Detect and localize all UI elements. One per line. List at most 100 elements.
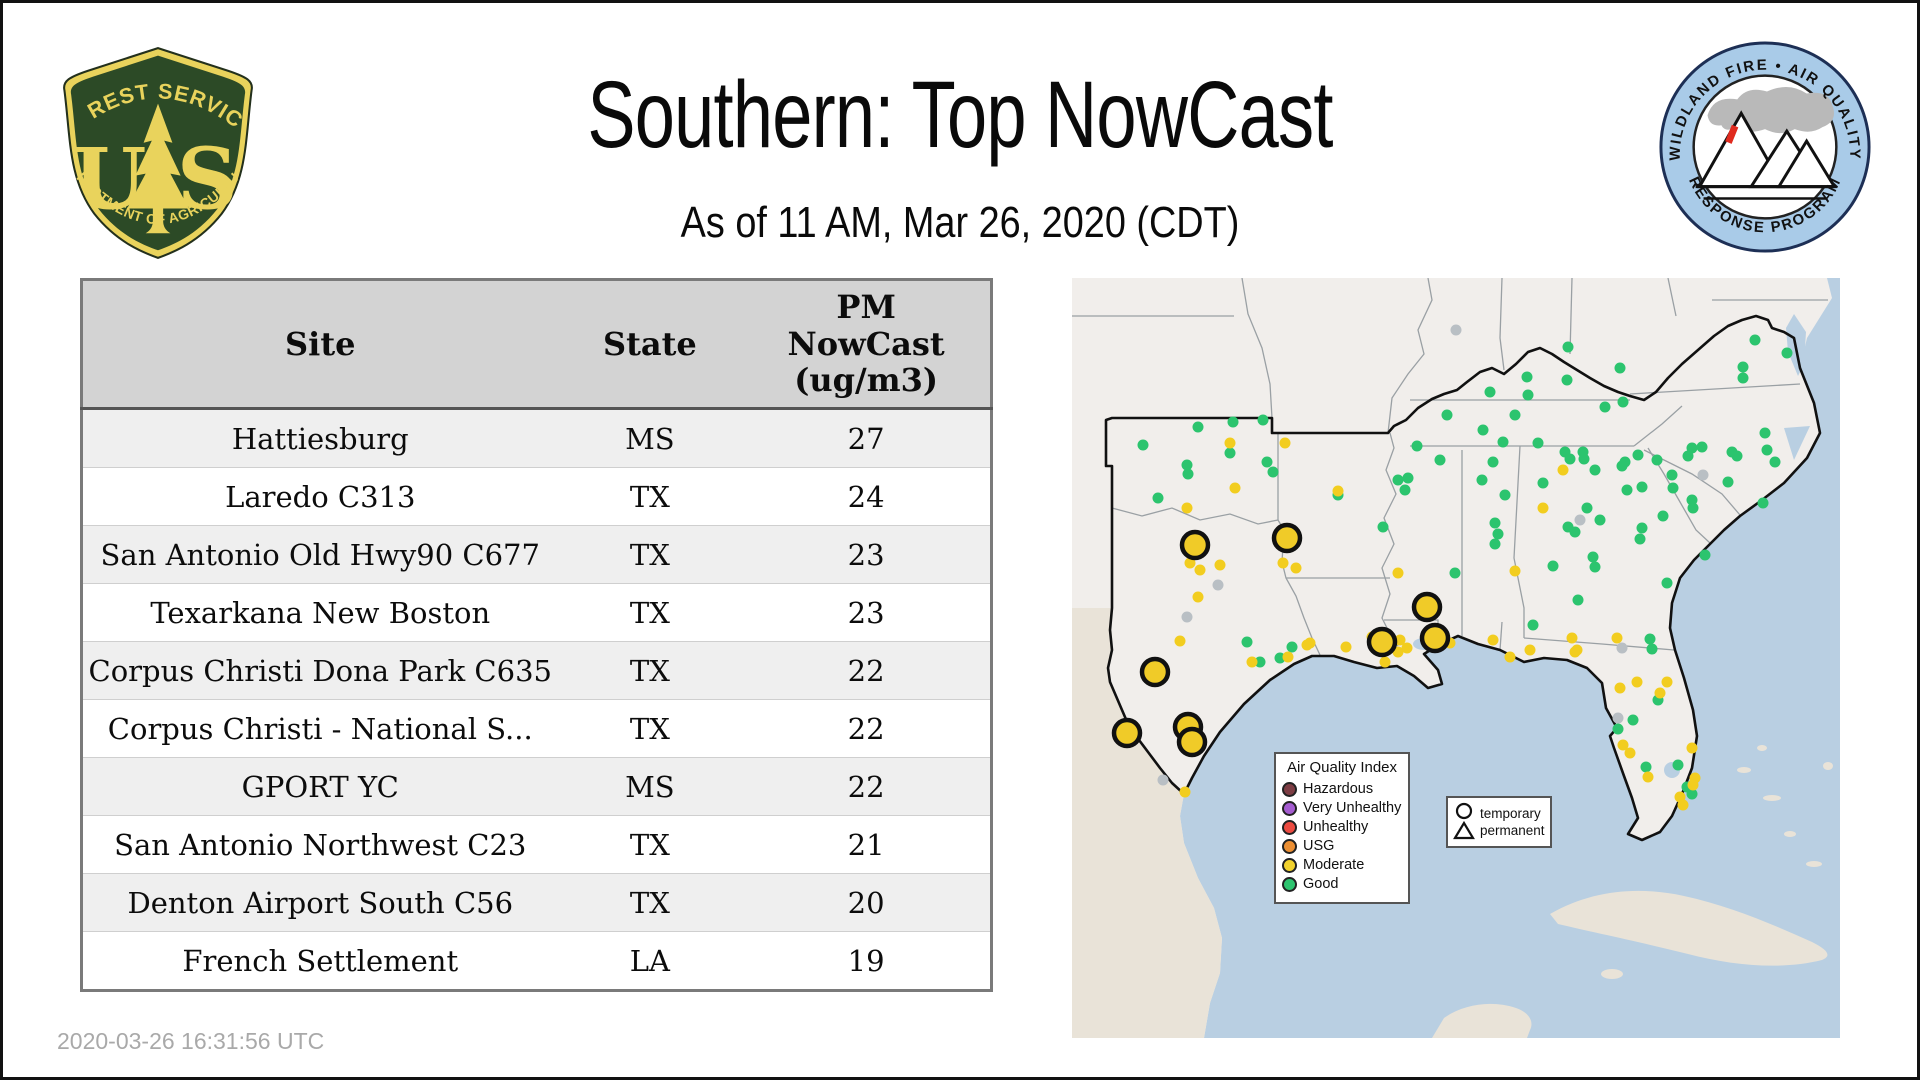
monitor-dot-good [1594, 514, 1606, 526]
value-cell: 22 [742, 757, 992, 816]
monitor-dot-good [1589, 561, 1601, 573]
column-header-state: State [557, 279, 743, 410]
monitor-dot-good [1561, 374, 1573, 386]
site-cell: Denton Airport South C56 [81, 873, 558, 932]
temporary-monitor-marker [1179, 529, 1211, 561]
monitor-dot-moderate [1224, 437, 1236, 449]
monitor-dot-good [1757, 497, 1769, 509]
monitor-dot-moderate [1687, 779, 1699, 791]
monitor-dot-good [1572, 594, 1584, 606]
monitor-dot-good [1587, 551, 1599, 563]
marker-type-legend: temporary permanent [1446, 796, 1552, 848]
monitor-dot-moderate [1181, 502, 1193, 514]
monitor-dot-good [1769, 456, 1781, 468]
aqi-legend-item: Good [1282, 875, 1402, 894]
monitor-dot-moderate [1557, 464, 1569, 476]
monitor-dot-moderate [1229, 482, 1241, 494]
monitor-dot-good [1621, 484, 1633, 496]
value-cell: 27 [742, 408, 992, 468]
monitor-dot-nodata [1181, 611, 1193, 623]
page-title: Southern: Top NowCast [587, 62, 1333, 168]
site-cell: Laredo C313 [81, 467, 558, 526]
aqi-legend-item: USG [1282, 837, 1402, 856]
table-row: Corpus Christi Dona Park C635 TX 22 [81, 641, 992, 700]
state-cell: MS [557, 757, 743, 816]
monitor-dot-good [1497, 436, 1509, 448]
monitor-dot-good [1487, 456, 1499, 468]
monitor-dot-good [1640, 761, 1652, 773]
monitor-dot-good [1286, 641, 1298, 653]
monitor-dot-good [1781, 347, 1793, 359]
monitor-dot-good [1547, 560, 1559, 572]
aqi-legend-item: Hazardous [1282, 780, 1402, 799]
value-cell: 22 [742, 641, 992, 700]
aqi-swatch-icon [1282, 782, 1297, 797]
site-cell: Corpus Christi - National S... [81, 699, 558, 758]
monitor-dot-good [1241, 636, 1253, 648]
monitor-dot-good [1402, 472, 1414, 484]
site-cell: Hattiesburg [81, 408, 558, 468]
monitor-dot-moderate [1246, 656, 1258, 668]
monitor-dot-good [1589, 464, 1601, 476]
value-cell: 23 [742, 525, 992, 584]
aqi-legend-items: Hazardous Very Unhealthy Unhealthy USG Moder… [1282, 780, 1402, 894]
site-cell: Texarkana New Boston [81, 583, 558, 642]
monitor-dot-good [1636, 481, 1648, 493]
monitor-dot-good [1636, 522, 1648, 534]
monitor-dot-good [1657, 510, 1669, 522]
monitor-dot-moderate [1686, 742, 1698, 754]
monitor-dot-nodata [1574, 514, 1586, 526]
monitor-dot-good [1627, 714, 1639, 726]
monitor-dot-moderate [1617, 739, 1629, 751]
monitor-dot-moderate [1214, 559, 1226, 571]
aqi-legend-item: Very Unhealthy [1282, 799, 1402, 818]
monitor-dot-moderate [1504, 651, 1516, 663]
monitor-dot-good [1644, 633, 1656, 645]
monitor-dot-good [1527, 619, 1539, 631]
temporary-monitor-marker [1176, 726, 1208, 758]
table-row: San Antonio Old Hwy90 C677 TX 23 [81, 525, 992, 584]
monitor-dot-good [1731, 450, 1743, 462]
aqi-legend-item: Unhealthy [1282, 818, 1402, 837]
temporary-monitor-marker [1411, 591, 1443, 623]
monitor-dot-moderate [1192, 591, 1204, 603]
monitor-dot-good [1646, 643, 1658, 655]
monitor-dot-good [1522, 389, 1534, 401]
monitor-dot-good [1499, 489, 1511, 501]
monitor-dot-good [1722, 476, 1734, 488]
monitor-dot-good [1532, 437, 1544, 449]
monitor-dot-good [1392, 474, 1404, 486]
monitor-dot-good [1686, 788, 1698, 800]
svg-text:S: S [177, 130, 238, 229]
state-cell: TX [557, 467, 743, 526]
value-cell: 22 [742, 699, 992, 758]
aqi-swatch-icon [1282, 801, 1297, 816]
monitor-dot-good [1634, 533, 1646, 545]
monitor-dot-good [1562, 341, 1574, 353]
monitor-dot-good [1578, 453, 1590, 465]
monitor-dot-good [1667, 482, 1679, 494]
monitor-dot-good [1581, 502, 1593, 514]
table-row: Hattiesburg MS 27 [81, 408, 992, 468]
monitor-dot-moderate [1677, 799, 1689, 811]
table-row: Laredo C313 TX 24 [81, 467, 992, 526]
monitor-dot-good [1181, 459, 1193, 471]
monitor-dot-good [1477, 424, 1489, 436]
permanent-label: permanent [1480, 823, 1545, 838]
temporary-monitor-marker [1111, 717, 1143, 749]
table-row: Corpus Christi - National S... TX 22 [81, 699, 992, 758]
wfaqrp-ring-icon: WILDLAND FIRE • AIR QUALITY RESPONSE PRO… [1659, 41, 1871, 253]
monitor-dot-moderate [1332, 485, 1344, 497]
marker-type-glyphs-icon [1453, 802, 1475, 840]
state-cell: TX [557, 873, 743, 932]
monitor-dot-good [1614, 362, 1626, 374]
site-cell: Corpus Christi Dona Park C635 [81, 641, 558, 700]
monitor-dot-good [1699, 549, 1711, 561]
pine-tree-icon [127, 103, 189, 234]
aqi-map: Air Quality Index Hazardous Very Unhealth… [1072, 278, 1840, 1038]
monitor-dot-good [1227, 416, 1239, 428]
aqi-legend-title: Air Quality Index [1286, 759, 1398, 776]
monitor-dot-moderate [1631, 676, 1643, 688]
monitor-dot-good [1267, 466, 1279, 478]
aqi-legend-label: Very Unhealthy [1303, 800, 1402, 816]
